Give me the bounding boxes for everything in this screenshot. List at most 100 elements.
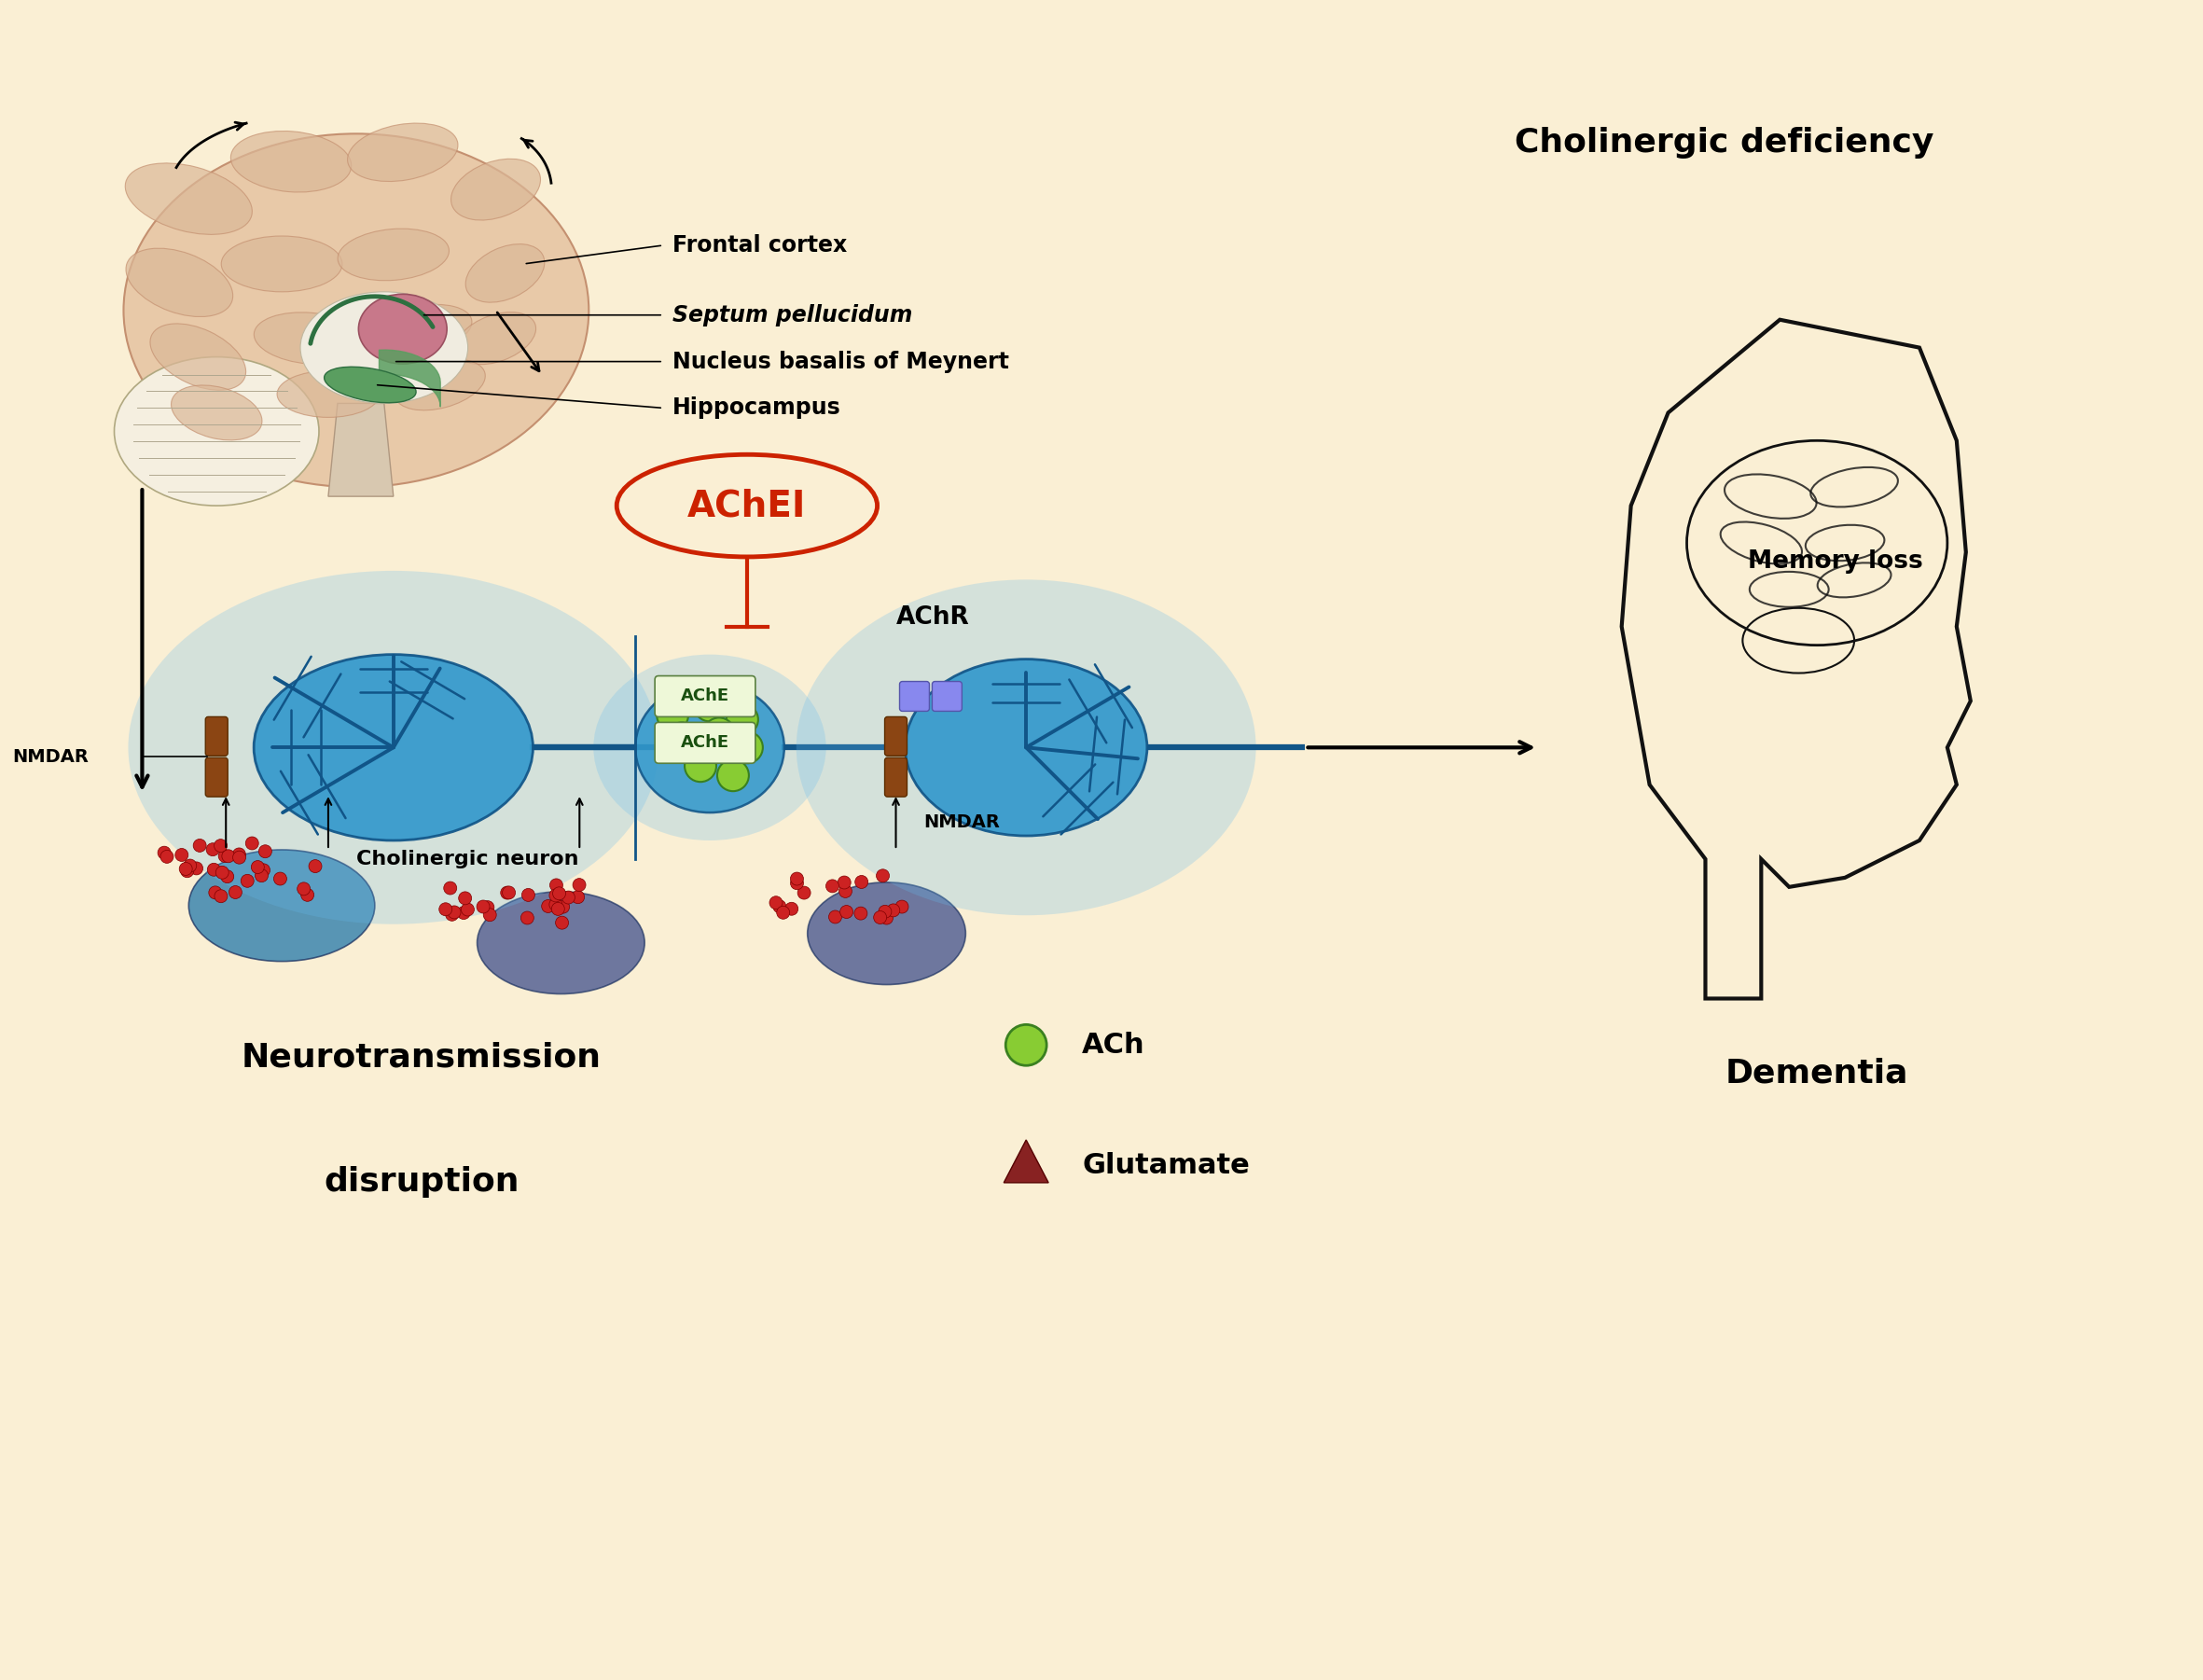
Text: AChR: AChR [897, 605, 969, 630]
FancyBboxPatch shape [932, 682, 963, 711]
Circle shape [251, 860, 264, 874]
Circle shape [438, 902, 452, 916]
Circle shape [443, 882, 456, 895]
Polygon shape [1621, 319, 1969, 998]
Ellipse shape [126, 163, 251, 235]
Circle shape [769, 895, 782, 909]
FancyBboxPatch shape [654, 675, 756, 717]
Ellipse shape [452, 160, 540, 220]
Circle shape [502, 885, 516, 899]
Circle shape [214, 840, 227, 852]
Ellipse shape [809, 882, 965, 984]
Circle shape [1005, 1025, 1046, 1065]
Circle shape [240, 874, 253, 887]
Text: Hippocampus: Hippocampus [672, 396, 842, 420]
FancyBboxPatch shape [886, 717, 908, 756]
Circle shape [214, 890, 227, 902]
Ellipse shape [150, 324, 247, 390]
Circle shape [520, 911, 533, 924]
Text: Cholinergic deficiency: Cholinergic deficiency [1513, 128, 1934, 160]
Circle shape [218, 850, 231, 862]
Circle shape [176, 848, 187, 862]
Circle shape [665, 722, 698, 754]
Polygon shape [328, 403, 394, 496]
Circle shape [549, 899, 562, 911]
Ellipse shape [300, 292, 467, 403]
Circle shape [178, 862, 192, 875]
FancyBboxPatch shape [899, 682, 930, 711]
Circle shape [562, 890, 575, 904]
Circle shape [549, 889, 562, 902]
FancyBboxPatch shape [205, 758, 227, 796]
Circle shape [480, 900, 493, 914]
Text: AChE: AChE [681, 734, 729, 751]
Circle shape [855, 907, 868, 921]
Ellipse shape [172, 385, 262, 440]
Circle shape [685, 751, 716, 781]
Circle shape [551, 879, 562, 892]
Ellipse shape [324, 366, 416, 403]
Circle shape [223, 850, 236, 862]
Circle shape [458, 906, 469, 919]
Circle shape [888, 904, 899, 917]
Circle shape [482, 909, 496, 921]
Circle shape [256, 869, 269, 882]
Circle shape [220, 870, 234, 884]
Circle shape [551, 902, 564, 916]
Text: Cholinergic neuron: Cholinergic neuron [357, 850, 579, 869]
Circle shape [718, 759, 749, 791]
Circle shape [181, 865, 194, 877]
Ellipse shape [370, 304, 471, 353]
Text: Dementia: Dementia [1725, 1057, 1908, 1089]
Ellipse shape [465, 244, 544, 302]
Circle shape [877, 869, 890, 882]
Text: ACh: ACh [1082, 1032, 1146, 1058]
Circle shape [553, 887, 566, 900]
Circle shape [234, 848, 247, 860]
Ellipse shape [115, 356, 319, 506]
Circle shape [445, 907, 458, 921]
Circle shape [297, 882, 311, 895]
Circle shape [837, 875, 850, 889]
Circle shape [542, 900, 555, 912]
Circle shape [791, 872, 804, 885]
Ellipse shape [478, 892, 645, 995]
Circle shape [229, 885, 242, 899]
Ellipse shape [189, 850, 375, 961]
Ellipse shape [278, 371, 379, 417]
Circle shape [476, 900, 489, 914]
Circle shape [308, 860, 322, 872]
Circle shape [500, 887, 513, 899]
Ellipse shape [337, 228, 449, 281]
Ellipse shape [123, 134, 588, 487]
Text: Neurotransmission: Neurotransmission [242, 1042, 601, 1074]
Circle shape [189, 862, 203, 875]
Ellipse shape [617, 455, 877, 556]
Ellipse shape [634, 682, 784, 813]
Circle shape [879, 912, 892, 924]
Ellipse shape [593, 655, 826, 840]
Text: Frontal cortex: Frontal cortex [672, 234, 848, 257]
Circle shape [555, 916, 568, 929]
FancyBboxPatch shape [205, 717, 227, 756]
Circle shape [159, 847, 172, 858]
Circle shape [194, 838, 207, 852]
Ellipse shape [128, 571, 659, 924]
Circle shape [694, 690, 725, 721]
Circle shape [855, 875, 868, 889]
Text: Glutamate: Glutamate [1082, 1152, 1249, 1179]
Circle shape [209, 885, 223, 899]
Circle shape [234, 850, 247, 864]
Circle shape [656, 699, 687, 731]
Ellipse shape [795, 580, 1256, 916]
Circle shape [731, 732, 762, 763]
Circle shape [447, 906, 460, 919]
FancyBboxPatch shape [654, 722, 756, 763]
Circle shape [571, 890, 584, 904]
Circle shape [879, 906, 892, 919]
Circle shape [791, 877, 804, 890]
Circle shape [573, 879, 586, 892]
Ellipse shape [126, 249, 234, 318]
Circle shape [727, 704, 758, 736]
Text: AChE: AChE [681, 687, 729, 704]
